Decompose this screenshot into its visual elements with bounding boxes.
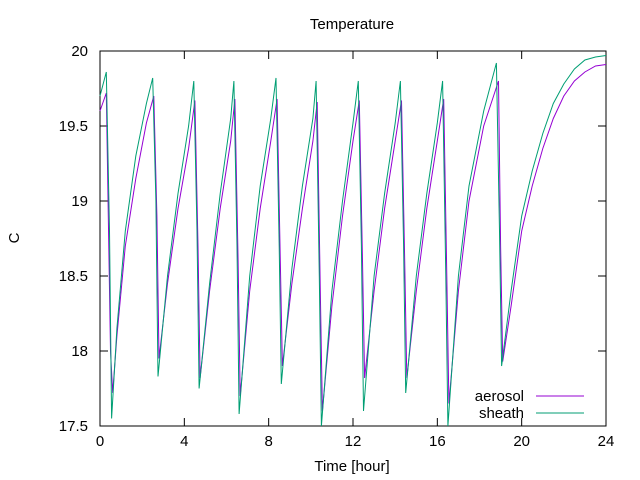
y-tick-label-4: 19.5 [59, 118, 88, 135]
x-axis-label: Time [hour] [314, 458, 389, 475]
series-line-aerosol [99, 64, 607, 412]
axis-ticks [99, 50, 607, 427]
y-tick-label-1: 18 [71, 343, 88, 360]
legend-label-aerosol: aerosol [475, 388, 524, 405]
y-tick-label-0: 17.5 [59, 418, 88, 435]
y-tick-label-3: 19 [71, 193, 88, 210]
x-tick-label-6: 24 [598, 433, 615, 450]
y-axis-label: C [6, 232, 23, 243]
x-tick-label-3: 12 [345, 433, 362, 450]
plot-frame [99, 50, 607, 427]
x-tick-label-0: 0 [96, 433, 104, 450]
x-tick-label-2: 8 [264, 433, 272, 450]
series-lines [99, 55, 607, 427]
legend-label-sheath: sheath [479, 405, 524, 422]
y-tick-label-5: 20 [71, 43, 88, 60]
chart-title: Temperature [310, 16, 394, 33]
legend: aerosol sheath [475, 388, 584, 422]
axis-tick-labels: 0 4 8 12 16 20 24 17.5 18 18.5 19 19.5 20 [59, 43, 615, 450]
x-tick-label-4: 16 [429, 433, 446, 450]
x-tick-label-5: 20 [513, 433, 530, 450]
x-tick-label-1: 4 [180, 433, 188, 450]
series-line-sheath [99, 55, 607, 427]
y-tick-label-2: 18.5 [59, 268, 88, 285]
